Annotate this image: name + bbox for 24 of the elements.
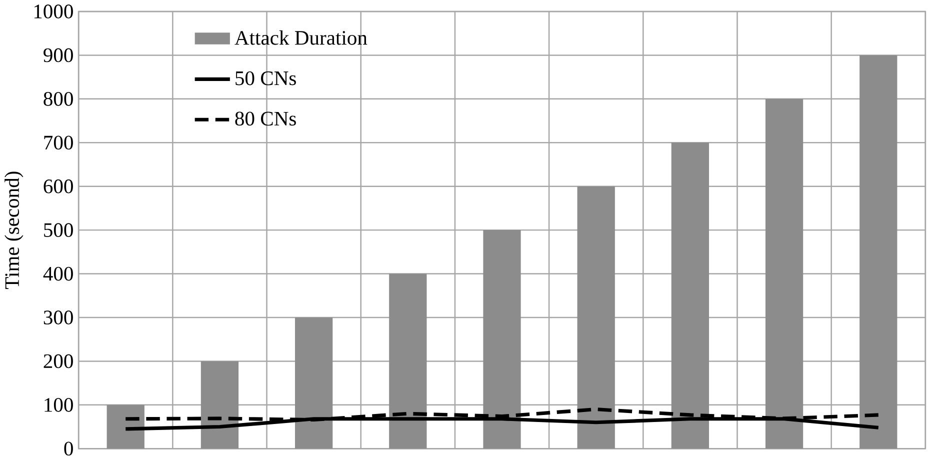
y-tick-label: 1000 xyxy=(34,4,73,18)
bar xyxy=(200,361,239,449)
bar xyxy=(106,404,144,449)
bar xyxy=(860,55,898,449)
y-tick-label: 600 xyxy=(44,179,73,194)
legend-label: 80 CNs xyxy=(235,112,296,126)
y-axis-title: Time (second) xyxy=(4,172,24,289)
bar xyxy=(577,186,615,449)
bar xyxy=(389,274,427,449)
y-tick-label: 800 xyxy=(44,92,73,106)
bar xyxy=(765,98,804,449)
y-tick-label: 900 xyxy=(44,48,73,62)
legend-label: Attack Duration xyxy=(234,30,368,45)
y-tick-label: 200 xyxy=(44,354,73,368)
y-tick-label: 700 xyxy=(44,136,73,150)
bar xyxy=(671,142,710,449)
y-tick-label: 0 xyxy=(64,442,73,456)
bar xyxy=(483,230,521,449)
legend-label: 50 CNs xyxy=(236,71,296,86)
bar xyxy=(294,317,333,449)
y-tick-label: 400 xyxy=(43,266,73,281)
y-tick-label: 100 xyxy=(44,398,73,412)
y-tick-label: 300 xyxy=(44,310,73,324)
y-tick-label: 500 xyxy=(44,223,73,237)
